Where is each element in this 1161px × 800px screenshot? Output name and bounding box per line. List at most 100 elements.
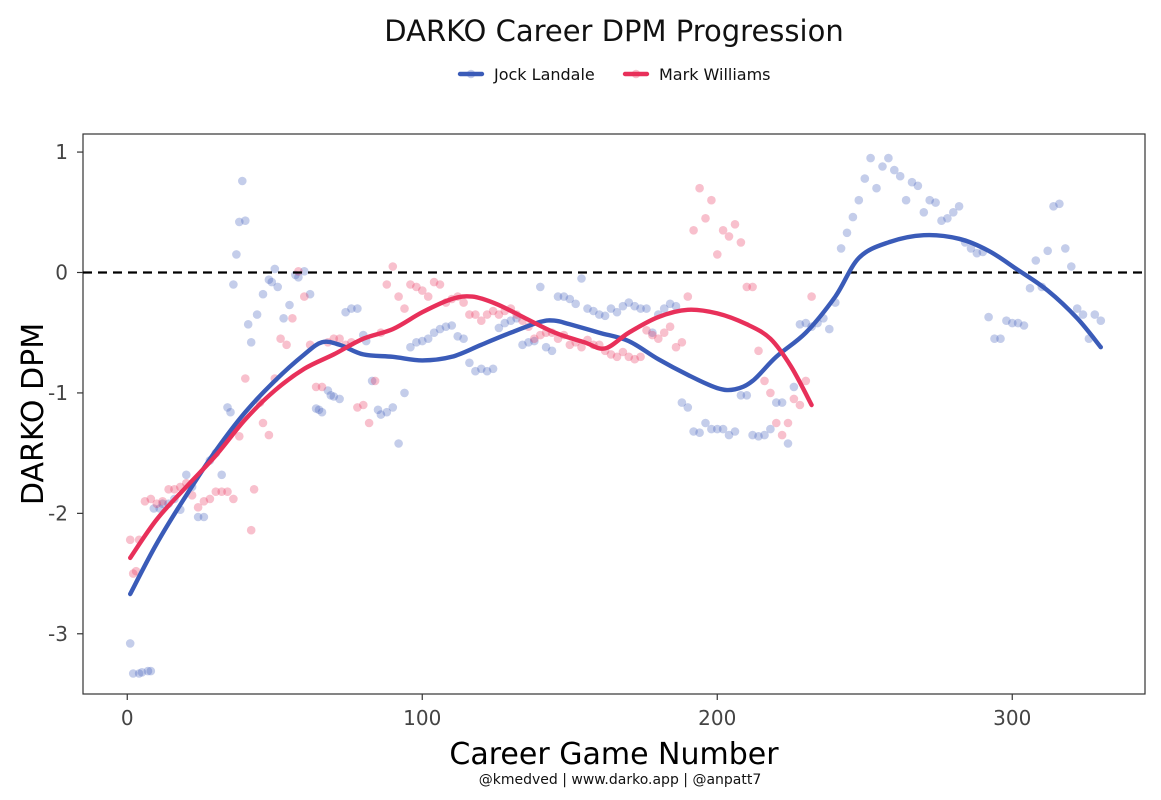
plot-frame bbox=[82, 133, 1146, 695]
data-point bbox=[364, 418, 374, 428]
data-point bbox=[317, 407, 327, 417]
data-point bbox=[199, 497, 209, 506]
data-point bbox=[376, 410, 386, 419]
data-point bbox=[477, 364, 486, 374]
data-point bbox=[536, 330, 545, 340]
data-point bbox=[524, 338, 533, 347]
x-tick-label: 200 bbox=[698, 706, 736, 730]
data-point bbox=[488, 364, 498, 374]
data-point bbox=[1031, 256, 1041, 265]
data-point bbox=[300, 267, 309, 276]
data-point bbox=[754, 346, 763, 356]
data-point bbox=[689, 226, 698, 235]
data-point bbox=[724, 430, 734, 440]
data-point bbox=[583, 304, 592, 313]
data-point bbox=[285, 300, 294, 310]
data-point bbox=[748, 430, 757, 440]
data-point bbox=[600, 311, 610, 321]
data-point bbox=[766, 388, 775, 398]
data-point bbox=[801, 318, 811, 328]
data-point bbox=[471, 310, 480, 319]
data-point bbox=[996, 334, 1005, 344]
data-point bbox=[972, 248, 982, 258]
data-point bbox=[125, 639, 135, 648]
data-point bbox=[530, 336, 539, 346]
x-axis-label: Career Game Number bbox=[449, 737, 779, 772]
data-point bbox=[311, 404, 321, 413]
data-point bbox=[158, 499, 167, 509]
data-point bbox=[854, 195, 864, 205]
data-point bbox=[400, 304, 409, 313]
data-point bbox=[128, 569, 138, 578]
data-point bbox=[1090, 310, 1100, 319]
data-point bbox=[943, 214, 952, 223]
data-point bbox=[406, 280, 415, 289]
data-point bbox=[547, 346, 557, 356]
data-point bbox=[205, 494, 215, 504]
data-point bbox=[459, 334, 468, 344]
data-point bbox=[606, 350, 616, 359]
data-point bbox=[311, 382, 321, 392]
caption: @kmedved | www.darko.app | @anpatt7 bbox=[479, 772, 762, 788]
data-point bbox=[789, 382, 799, 392]
data-point bbox=[294, 273, 303, 282]
data-point bbox=[907, 177, 917, 187]
data-point bbox=[866, 153, 875, 163]
y-tick-label: 0 bbox=[55, 260, 68, 284]
data-point bbox=[701, 214, 710, 223]
data-point bbox=[966, 244, 976, 253]
data-point bbox=[671, 301, 681, 311]
data-point bbox=[772, 418, 781, 428]
data-point bbox=[595, 310, 604, 319]
data-point bbox=[305, 289, 315, 299]
data-point bbox=[736, 238, 746, 247]
x-tick-label: 0 bbox=[121, 706, 134, 730]
data-point bbox=[901, 195, 911, 205]
data-point bbox=[217, 470, 226, 480]
data-point bbox=[235, 217, 244, 227]
data-point bbox=[665, 299, 675, 309]
y-tick-label: -1 bbox=[48, 381, 68, 405]
data-point bbox=[223, 487, 232, 497]
data-point bbox=[465, 358, 474, 368]
data-point bbox=[884, 153, 893, 163]
data-point bbox=[612, 307, 622, 317]
data-point bbox=[359, 400, 368, 410]
data-point bbox=[137, 668, 147, 677]
data-point bbox=[742, 391, 752, 400]
data-point bbox=[326, 391, 336, 400]
data-point bbox=[276, 334, 285, 344]
data-point bbox=[713, 250, 722, 259]
series-trend-line bbox=[127, 294, 814, 561]
data-point bbox=[388, 403, 398, 412]
data-point bbox=[872, 183, 881, 193]
data-point bbox=[232, 250, 241, 259]
data-point bbox=[795, 320, 805, 329]
data-point bbox=[730, 220, 740, 229]
data-point bbox=[506, 316, 516, 326]
data-point bbox=[949, 208, 958, 217]
data-point bbox=[1061, 244, 1070, 253]
data-point bbox=[624, 352, 634, 362]
data-point bbox=[1025, 283, 1035, 293]
data-point bbox=[825, 324, 834, 334]
data-point bbox=[429, 277, 439, 287]
data-point bbox=[258, 418, 268, 428]
data-point bbox=[341, 307, 350, 317]
data-point bbox=[565, 294, 575, 304]
data-point bbox=[382, 407, 392, 417]
data-point bbox=[323, 386, 333, 395]
data-point bbox=[1049, 202, 1058, 211]
data-point bbox=[394, 292, 403, 301]
data-point bbox=[453, 332, 463, 341]
data-point bbox=[671, 342, 681, 352]
legend-swatch-point bbox=[631, 69, 641, 79]
data-point bbox=[919, 208, 929, 217]
data-point bbox=[760, 376, 769, 386]
data-point bbox=[241, 216, 250, 225]
plot-content bbox=[83, 153, 1145, 678]
data-point bbox=[412, 338, 421, 347]
x-tick-label: 300 bbox=[993, 706, 1031, 730]
x-tick-label: 100 bbox=[403, 706, 441, 730]
data-point bbox=[353, 304, 362, 313]
